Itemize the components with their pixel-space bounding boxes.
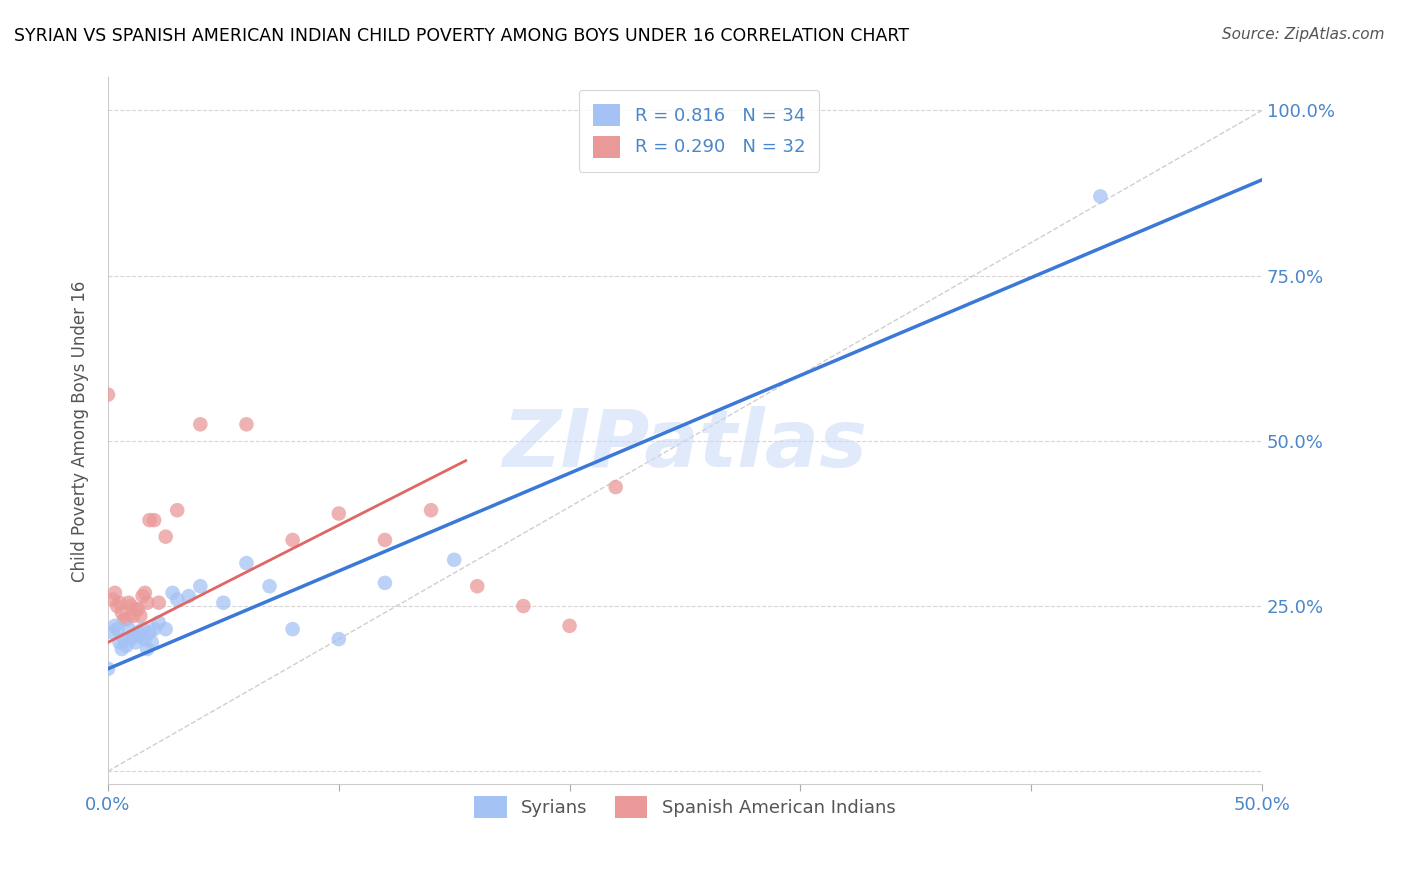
Point [188, 417, 211, 432]
Point [115, 639, 138, 653]
Point [235, 556, 257, 570]
Point [166, 592, 188, 607]
Point [136, 596, 159, 610]
Point [512, 599, 534, 613]
Point [127, 625, 149, 640]
Point [155, 530, 177, 544]
Point [97, 662, 120, 676]
Point [328, 507, 350, 521]
Point [143, 513, 166, 527]
Point [104, 619, 127, 633]
Legend: Syrians, Spanish American Indians: Syrians, Spanish American Indians [467, 789, 903, 825]
Point [155, 622, 177, 636]
Point [374, 533, 396, 547]
Point [235, 417, 257, 432]
Point [122, 609, 145, 624]
Point [134, 632, 156, 646]
Point [125, 635, 148, 649]
Point [129, 609, 152, 624]
Text: Source: ZipAtlas.com: Source: ZipAtlas.com [1222, 27, 1385, 42]
Point [281, 533, 304, 547]
Point [465, 579, 488, 593]
Point [101, 592, 124, 607]
Point [177, 589, 200, 603]
Point [131, 589, 153, 603]
Point [143, 622, 166, 636]
Point [120, 599, 142, 613]
Point [105, 599, 128, 613]
Point [328, 632, 350, 646]
Point [125, 602, 148, 616]
Point [420, 503, 443, 517]
Point [374, 575, 396, 590]
Point [120, 632, 142, 646]
Point [111, 642, 134, 657]
Point [1090, 189, 1112, 203]
Point [108, 596, 131, 610]
Point [97, 387, 120, 401]
Point [127, 602, 149, 616]
Point [101, 625, 124, 640]
Point [112, 612, 135, 626]
Point [105, 622, 128, 636]
Point [104, 586, 127, 600]
Point [141, 635, 163, 649]
Point [108, 635, 131, 649]
Point [138, 513, 160, 527]
Point [162, 586, 184, 600]
Point [166, 503, 188, 517]
Point [212, 596, 235, 610]
Point [558, 619, 581, 633]
Point [138, 625, 160, 640]
Point [115, 612, 138, 626]
Y-axis label: Child Poverty Among Boys Under 16: Child Poverty Among Boys Under 16 [72, 280, 89, 582]
Point [111, 606, 134, 620]
Point [134, 586, 156, 600]
Point [259, 579, 281, 593]
Text: ZIPatlas: ZIPatlas [502, 406, 868, 484]
Point [112, 632, 135, 646]
Point [118, 596, 141, 610]
Point [122, 629, 145, 643]
Point [129, 629, 152, 643]
Point [131, 622, 153, 636]
Point [281, 622, 304, 636]
Point [443, 553, 465, 567]
Point [188, 579, 211, 593]
Text: SYRIAN VS SPANISH AMERICAN INDIAN CHILD POVERTY AMONG BOYS UNDER 16 CORRELATION : SYRIAN VS SPANISH AMERICAN INDIAN CHILD … [14, 27, 910, 45]
Point [136, 642, 159, 657]
Point [605, 480, 627, 494]
Point [118, 622, 141, 636]
Point [148, 615, 170, 630]
Point [148, 596, 170, 610]
